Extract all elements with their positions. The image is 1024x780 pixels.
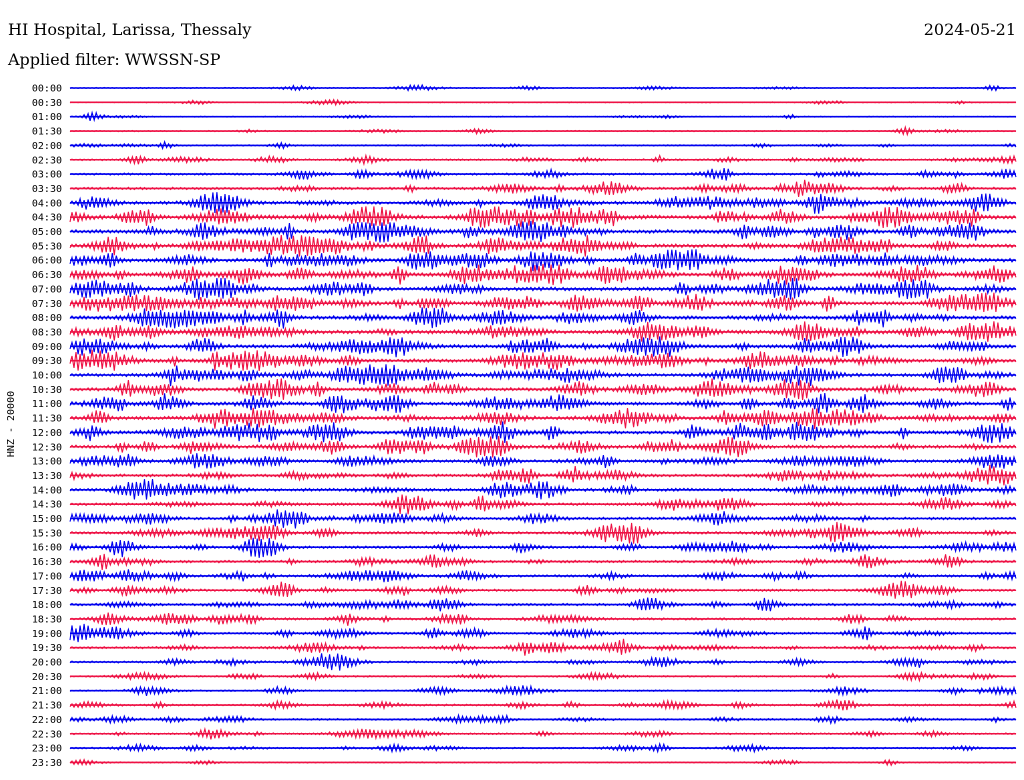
- row-time-label: 02:00: [32, 141, 62, 152]
- row-time-label: 17:30: [32, 586, 62, 597]
- row-time-label: 01:00: [32, 112, 62, 123]
- row-time-label: 12:00: [32, 428, 62, 439]
- seismic-trace-row: [69, 292, 1017, 313]
- row-time-label: 19:30: [32, 643, 62, 654]
- row-time-label: 00:00: [32, 84, 62, 95]
- row-time-label: 01:30: [32, 127, 62, 138]
- row-time-label: 09:00: [32, 342, 62, 353]
- row-time-label: 22:30: [32, 729, 62, 740]
- row-time-label: 13:00: [32, 457, 62, 468]
- row-time-label: 03:00: [32, 170, 62, 181]
- row-time-label: 18:00: [32, 600, 62, 611]
- seismic-trace-row: [69, 206, 1017, 228]
- row-time-label: 15:30: [32, 528, 62, 539]
- row-time-label: 21:30: [32, 701, 62, 712]
- seismic-trace-row: [69, 612, 1017, 626]
- row-time-label: 21:00: [32, 686, 62, 697]
- seismic-trace-row: [69, 421, 1017, 444]
- row-time-label: 08:30: [32, 327, 62, 338]
- row-time-label: 04:00: [32, 198, 62, 209]
- row-time-label: 19:00: [32, 629, 62, 640]
- row-time-label: 06:00: [32, 256, 62, 267]
- row-time-label: 16:00: [32, 543, 62, 554]
- row-time-label: 23:00: [32, 744, 62, 755]
- row-time-label: 20:00: [32, 658, 62, 669]
- row-time-label: 14:30: [32, 500, 62, 511]
- row-time-label: 05:00: [32, 227, 62, 238]
- record-date: 2024-05-21: [923, 20, 1016, 39]
- row-time-label: 07:30: [32, 299, 62, 310]
- y-axis-label: HNZ - 20000: [6, 391, 17, 457]
- row-time-label: 17:00: [32, 571, 62, 582]
- row-time-label: 11:00: [32, 399, 62, 410]
- tick-label-group: 00:00 00:30 01:00 01:30 02:00 02:30 03:00 03:30…: [32, 84, 62, 769]
- row-time-label: 02:30: [32, 155, 62, 166]
- row-time-label: 07:00: [32, 284, 62, 295]
- row-time-label: 00:30: [32, 98, 62, 109]
- row-time-label: 16:30: [32, 557, 62, 568]
- row-time-label: 10:00: [32, 371, 62, 382]
- row-time-label: 09:30: [32, 356, 62, 367]
- filter-subtitle: Applied filter: WWSSN-SP: [8, 50, 221, 69]
- row-time-label: 15:00: [32, 514, 62, 525]
- row-time-label: 05:30: [32, 241, 62, 252]
- row-time-label: 23:30: [32, 758, 62, 769]
- row-time-label: 04:30: [32, 213, 62, 224]
- row-time-label: 10:30: [32, 385, 62, 396]
- row-time-label: 12:30: [32, 442, 62, 453]
- row-time-label: 13:30: [32, 471, 62, 482]
- row-time-label: 06:30: [32, 270, 62, 281]
- row-time-label: 08:00: [32, 313, 62, 324]
- row-time-label: 18:30: [32, 614, 62, 625]
- row-time-label: 20:30: [32, 672, 62, 683]
- trace-group: [69, 83, 1017, 767]
- station-title: HI Hospital, Larissa, Thessaly: [8, 20, 252, 39]
- row-time-label: 03:30: [32, 184, 62, 195]
- seismic-trace-row: [69, 349, 1017, 371]
- row-time-label: 14:00: [32, 485, 62, 496]
- row-time-label: 22:00: [32, 715, 62, 726]
- row-time-label: 11:30: [32, 414, 62, 425]
- seismic-trace-row: [69, 407, 1017, 430]
- seismic-trace-row: [69, 464, 1017, 486]
